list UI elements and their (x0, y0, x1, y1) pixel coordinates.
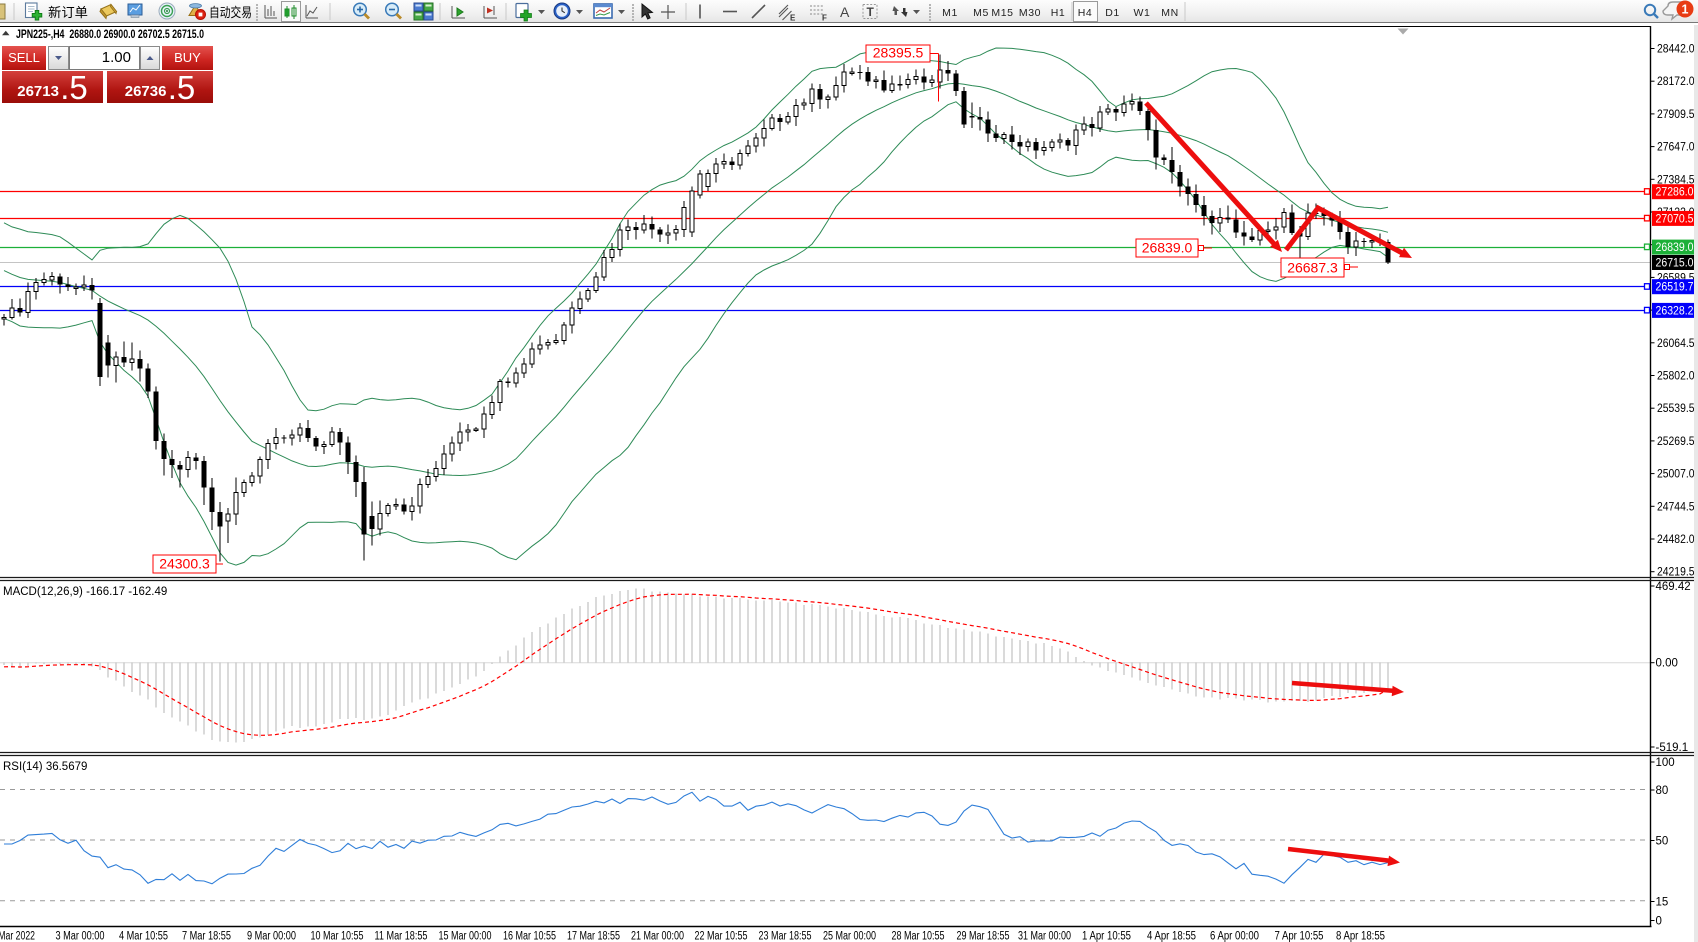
svg-text:JPN225-,H4 26880.0 26900.0 26: JPN225-,H4 26880.0 26900.0 26702.5 26715… (16, 29, 204, 41)
svg-text:27286.0: 27286.0 (1656, 187, 1694, 199)
svg-text:27070.5: 27070.5 (1656, 213, 1694, 225)
svg-text:24482.0: 24482.0 (1657, 534, 1695, 546)
svg-text:H1: H1 (1051, 7, 1066, 19)
svg-text:MN: MN (1161, 7, 1179, 19)
svg-text:0.00: 0.00 (1656, 658, 1678, 670)
svg-text:28172.0: 28172.0 (1657, 76, 1695, 88)
svg-text:MACD(12,26,9) -166.17 -162.49: MACD(12,26,9) -166.17 -162.49 (3, 586, 167, 598)
svg-text:26715.0: 26715.0 (1656, 258, 1694, 270)
svg-text:M15: M15 (991, 7, 1013, 19)
svg-text:W1: W1 (1134, 7, 1151, 19)
svg-text:27909.5: 27909.5 (1657, 109, 1695, 121)
svg-text:80: 80 (1656, 785, 1669, 797)
svg-text:24744.5: 24744.5 (1657, 501, 1695, 513)
svg-text:24219.5: 24219.5 (1657, 567, 1695, 579)
svg-text:A: A (840, 4, 850, 20)
svg-text:21 Mar 00:00: 21 Mar 00:00 (631, 931, 684, 942)
svg-text:F: F (822, 14, 827, 23)
svg-text:7 Apr 10:55: 7 Apr 10:55 (1275, 931, 1324, 942)
svg-text:4 Apr 18:55: 4 Apr 18:55 (1147, 931, 1196, 942)
svg-text:D1: D1 (1105, 7, 1120, 19)
svg-text:4 Mar 10:55: 4 Mar 10:55 (119, 931, 168, 942)
svg-text:M5: M5 (973, 7, 989, 19)
svg-text:26687.3: 26687.3 (1287, 260, 1338, 276)
svg-text:T: T (867, 5, 875, 19)
svg-text:0: 0 (1656, 916, 1662, 928)
svg-text:25802.0: 25802.0 (1657, 371, 1695, 383)
svg-text:1 Apr 10:55: 1 Apr 10:55 (1082, 931, 1131, 942)
svg-text:11 Mar 18:55: 11 Mar 18:55 (375, 931, 428, 942)
svg-text:E: E (790, 14, 796, 23)
svg-text:9 Mar 00:00: 9 Mar 00:00 (247, 931, 296, 942)
svg-text:26519.7: 26519.7 (1656, 282, 1694, 294)
svg-text:16 Mar 10:55: 16 Mar 10:55 (503, 931, 556, 942)
svg-text:23 Mar 18:55: 23 Mar 18:55 (759, 931, 812, 942)
svg-text:100: 100 (1656, 757, 1675, 769)
svg-text:26328.2: 26328.2 (1656, 305, 1694, 317)
svg-text:10 Mar 10:55: 10 Mar 10:55 (311, 931, 364, 942)
svg-text:25269.5: 25269.5 (1657, 436, 1695, 448)
svg-text:25 Mar 00:00: 25 Mar 00:00 (823, 931, 876, 942)
svg-text:27647.0: 27647.0 (1657, 142, 1695, 154)
svg-text:15 Mar 00:00: 15 Mar 00:00 (439, 931, 492, 942)
svg-text:H4: H4 (1078, 7, 1093, 19)
svg-text:28 Mar 10:55: 28 Mar 10:55 (892, 931, 945, 942)
svg-text:-519.1: -519.1 (1656, 742, 1689, 754)
svg-text:17 Mar 18:55: 17 Mar 18:55 (567, 931, 620, 942)
svg-text:28442.0: 28442.0 (1657, 44, 1695, 56)
svg-text:27384.5: 27384.5 (1657, 174, 1695, 186)
svg-text:28395.5: 28395.5 (873, 45, 924, 61)
svg-text:15: 15 (1656, 897, 1669, 909)
svg-text:29 Mar 18:55: 29 Mar 18:55 (957, 931, 1010, 942)
svg-text:2 Mar 2022: 2 Mar 2022 (0, 931, 35, 942)
svg-text:25007.0: 25007.0 (1657, 469, 1695, 481)
svg-text:8 Apr 18:55: 8 Apr 18:55 (1336, 931, 1385, 942)
svg-text:M30: M30 (1019, 7, 1041, 19)
svg-text:24300.3: 24300.3 (159, 556, 210, 572)
svg-text:1: 1 (1682, 3, 1689, 17)
svg-text:6 Apr 00:00: 6 Apr 00:00 (1210, 931, 1259, 942)
svg-text:25539.5: 25539.5 (1657, 403, 1695, 415)
svg-text:22 Mar 10:55: 22 Mar 10:55 (695, 931, 748, 942)
svg-text:新订单: 新订单 (48, 5, 88, 20)
svg-text:RSI(14) 36.5679: RSI(14) 36.5679 (3, 761, 87, 773)
svg-text:自动交易: 自动交易 (209, 5, 252, 20)
svg-text:50: 50 (1656, 836, 1669, 848)
svg-text:26064.5: 26064.5 (1657, 338, 1695, 350)
svg-text:M1: M1 (942, 7, 958, 19)
svg-text:469.42: 469.42 (1656, 581, 1691, 593)
svg-text:26839.0: 26839.0 (1142, 240, 1193, 256)
svg-text:26839.0: 26839.0 (1656, 242, 1694, 254)
svg-text:7 Mar 18:55: 7 Mar 18:55 (182, 931, 231, 942)
svg-text:3 Mar 00:00: 3 Mar 00:00 (56, 931, 105, 942)
svg-text:31 Mar 00:00: 31 Mar 00:00 (1018, 931, 1071, 942)
